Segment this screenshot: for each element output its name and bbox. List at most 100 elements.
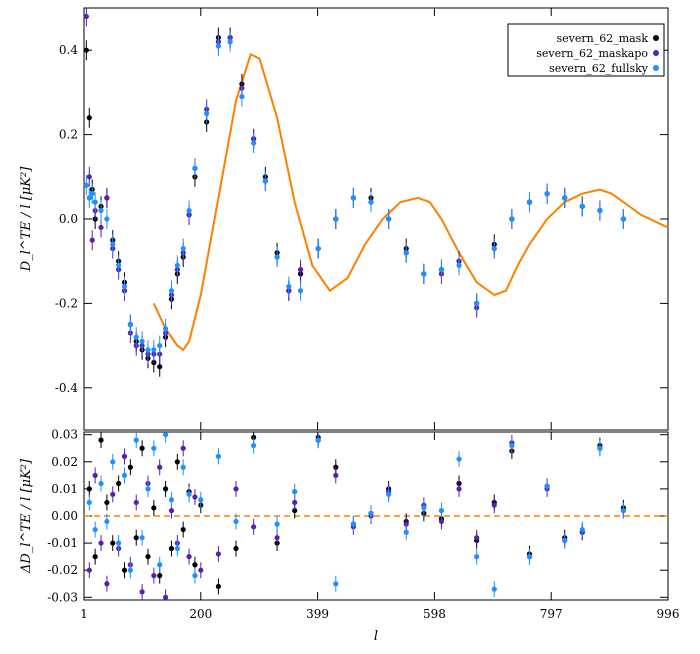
data-point	[274, 254, 280, 260]
legend-box	[507, 23, 665, 77]
bottom-y-axis-title: ΔD_l^TE / l [μK²]	[19, 458, 34, 574]
data-point	[89, 237, 95, 243]
data-point	[133, 437, 139, 443]
data-point	[83, 13, 89, 20]
data-point	[333, 472, 339, 478]
data-point	[180, 445, 186, 451]
data-point	[274, 535, 280, 541]
data-point	[157, 364, 163, 370]
data-point	[438, 267, 445, 273]
x-tick-label: 996	[657, 607, 680, 621]
data-point	[133, 334, 139, 340]
data-point	[98, 480, 104, 487]
data-point	[438, 507, 445, 514]
data-point	[198, 567, 204, 573]
bottom-y-tick-label: 0.00	[51, 509, 78, 523]
data-point	[92, 526, 98, 533]
data-point	[215, 551, 222, 557]
data-point	[104, 195, 110, 201]
data-point	[116, 262, 122, 269]
data-point	[92, 472, 98, 478]
data-point	[198, 497, 204, 503]
data-point	[116, 480, 122, 487]
data-point	[509, 216, 515, 222]
data-point	[192, 573, 198, 579]
bottom-y-tick-label: 0.03	[51, 428, 78, 442]
data-point	[262, 178, 268, 184]
data-point	[104, 499, 110, 506]
data-point	[620, 507, 626, 514]
data-point	[456, 456, 462, 462]
model-curve	[152, 53, 669, 352]
data-point	[368, 199, 374, 205]
data-point	[157, 464, 163, 470]
data-point	[92, 554, 98, 560]
data-point	[162, 432, 169, 438]
data-point	[474, 554, 480, 560]
legend-label: severn_62_maskapo	[536, 47, 648, 60]
data-point	[121, 472, 128, 478]
data-point	[133, 535, 139, 541]
data-point	[474, 535, 480, 541]
x-axis: 1 200 399 598 797 996	[80, 607, 679, 621]
data-point	[86, 486, 92, 492]
data-point	[180, 526, 186, 533]
legend-marker	[653, 65, 659, 71]
data-point	[92, 199, 98, 205]
data-point	[151, 347, 157, 353]
data-point	[204, 110, 210, 117]
data-point	[98, 224, 104, 231]
data-point	[174, 262, 180, 269]
series-severn_62_fullsky	[86, 432, 626, 598]
data-point	[162, 594, 169, 600]
x-tick-label: 598	[423, 607, 446, 621]
data-point	[133, 499, 139, 506]
data-point	[315, 245, 321, 252]
data-point	[251, 442, 257, 449]
data-point	[127, 464, 133, 470]
data-point	[139, 445, 145, 451]
data-point	[421, 505, 427, 511]
data-point	[509, 442, 515, 449]
x-tick-label: 200	[189, 607, 212, 621]
data-point	[315, 437, 321, 443]
legend-marker	[653, 35, 659, 41]
data-point	[145, 486, 151, 492]
x-tick-label: 399	[306, 607, 329, 621]
data-point	[579, 526, 585, 533]
top-y-tick-label: 0.0	[59, 212, 78, 226]
data-point	[86, 567, 92, 573]
data-point	[192, 165, 198, 171]
data-point	[168, 497, 175, 503]
data-point	[86, 115, 92, 121]
data-point	[162, 326, 169, 332]
data-point	[239, 94, 245, 100]
data-point	[297, 288, 304, 294]
data-point	[162, 486, 169, 492]
data-point	[544, 191, 550, 197]
data-point	[110, 459, 116, 465]
data-point	[526, 199, 533, 205]
data-point	[168, 507, 175, 514]
data-point	[526, 554, 533, 560]
data-point	[98, 540, 104, 546]
data-point	[110, 540, 116, 546]
data-point	[597, 445, 603, 451]
data-point	[83, 47, 89, 53]
data-point	[186, 491, 192, 497]
data-point	[145, 347, 151, 353]
data-point	[491, 502, 497, 508]
top-panel-ticks: -0.4 -0.2 0.0 0.2 0.4	[55, 8, 669, 430]
data-point	[438, 518, 445, 525]
x-tick-label: 1	[80, 607, 88, 621]
x-axis-title: l	[374, 629, 378, 644]
data-point	[597, 207, 603, 214]
data-point	[227, 39, 233, 45]
data-point	[139, 589, 145, 595]
data-point	[292, 499, 298, 506]
bottom-panel: -0.03 -0.02 -0.01 0.00 0.01 0.02 0.03	[47, 428, 669, 604]
data-point	[151, 573, 157, 579]
data-point	[403, 521, 409, 527]
data-point	[233, 545, 239, 552]
